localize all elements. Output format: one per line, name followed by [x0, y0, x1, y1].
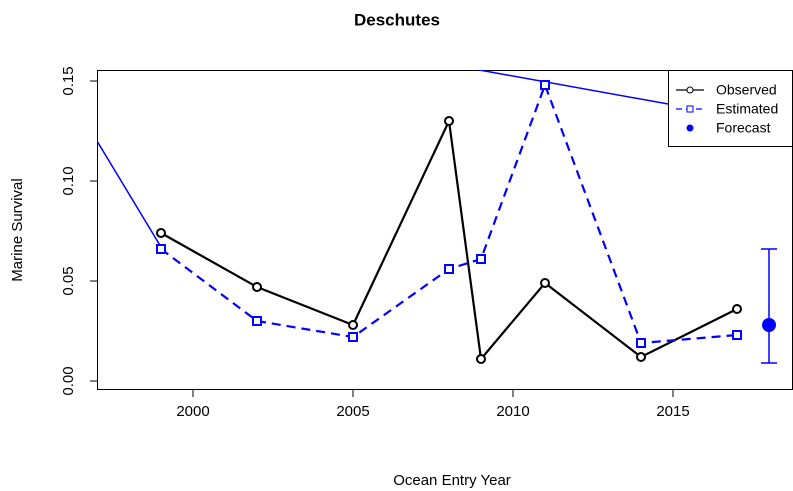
marker — [444, 116, 454, 126]
marker — [444, 264, 454, 274]
x-tick-label: 2005 — [336, 403, 369, 420]
x-tick-label: 2015 — [656, 403, 689, 420]
marker — [156, 244, 166, 254]
chart-title: Deschutes — [354, 10, 440, 29]
x-tick-label: 2010 — [496, 403, 529, 420]
marker — [636, 338, 646, 348]
legend: Observed Estimated Forecast — [668, 70, 793, 147]
series-line — [160, 117, 738, 362]
y-axis-label: Marine Survival — [9, 178, 26, 281]
reference-line — [97, 70, 669, 248]
marker — [686, 86, 694, 94]
y-tick-label: 0.05 — [60, 266, 77, 295]
forecast-point — [762, 318, 776, 332]
plot-area — [97, 70, 777, 364]
y-tick-label: 0.15 — [60, 66, 77, 95]
marker — [476, 354, 486, 364]
x-axis-label: Ocean Entry Year — [393, 472, 511, 489]
series-line — [160, 81, 738, 345]
marker — [348, 320, 358, 330]
y-tick-label: 0.10 — [60, 166, 77, 195]
marker — [686, 105, 694, 113]
marker — [636, 352, 646, 362]
marker — [252, 316, 262, 326]
legend-label: Estimated — [716, 101, 778, 117]
marker — [540, 278, 550, 288]
marker — [156, 228, 166, 238]
marker — [476, 254, 486, 264]
marker — [540, 80, 550, 90]
marker — [252, 282, 262, 292]
legend-label: Forecast — [716, 120, 771, 136]
y-tick-label: 0.00 — [60, 366, 77, 395]
marker — [732, 304, 742, 314]
legend-marker — [686, 124, 694, 132]
marker — [348, 332, 358, 342]
x-tick-label: 2000 — [176, 403, 209, 420]
legend-label: Observed — [716, 82, 777, 98]
marker — [732, 330, 742, 340]
